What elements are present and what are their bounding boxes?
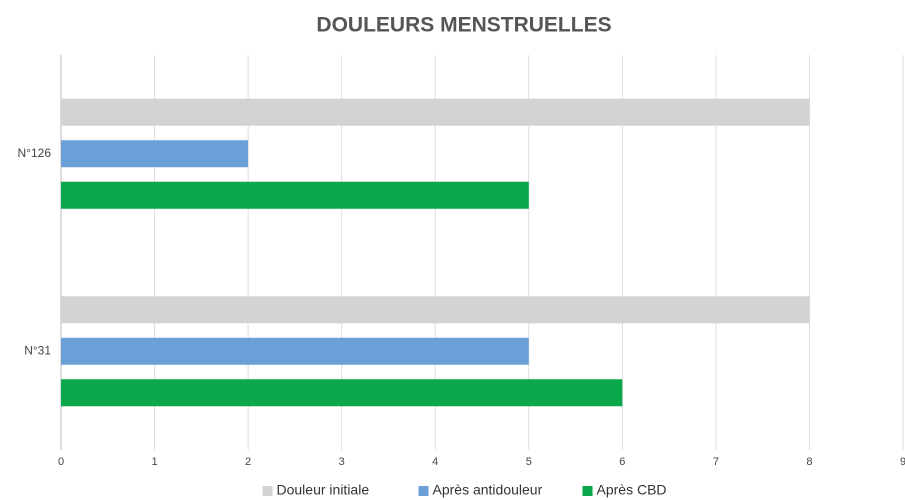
bar [61,181,529,209]
bar [61,296,810,324]
x-tick-label: 0 [58,456,64,468]
legend-swatch [582,486,593,496]
x-tick-label: 8 [806,456,812,468]
x-tick-label: 2 [245,456,251,468]
legend-swatch [262,486,273,496]
legend-swatch [418,486,429,496]
x-tick-label: 5 [526,456,532,468]
bar [61,337,529,365]
x-tick-label: 1 [151,456,157,468]
y-tick-label: N°31 [24,343,51,357]
y-tick-label: N°126 [18,146,52,160]
bar [61,140,249,168]
x-tick-label: 6 [619,456,625,468]
x-tick-label: 4 [432,456,438,468]
bar [61,379,623,407]
bar [61,98,810,126]
legend-label: Après CBD [597,482,667,498]
x-tick-label: 9 [900,456,905,468]
x-tick-label: 7 [713,456,719,468]
legend-label: Douleur initiale [277,482,370,498]
legend-label: Après antidouleur [433,482,543,498]
chart-title: DOULEURS MENSTRUELLES [316,14,611,37]
x-tick-label: 3 [339,456,345,468]
